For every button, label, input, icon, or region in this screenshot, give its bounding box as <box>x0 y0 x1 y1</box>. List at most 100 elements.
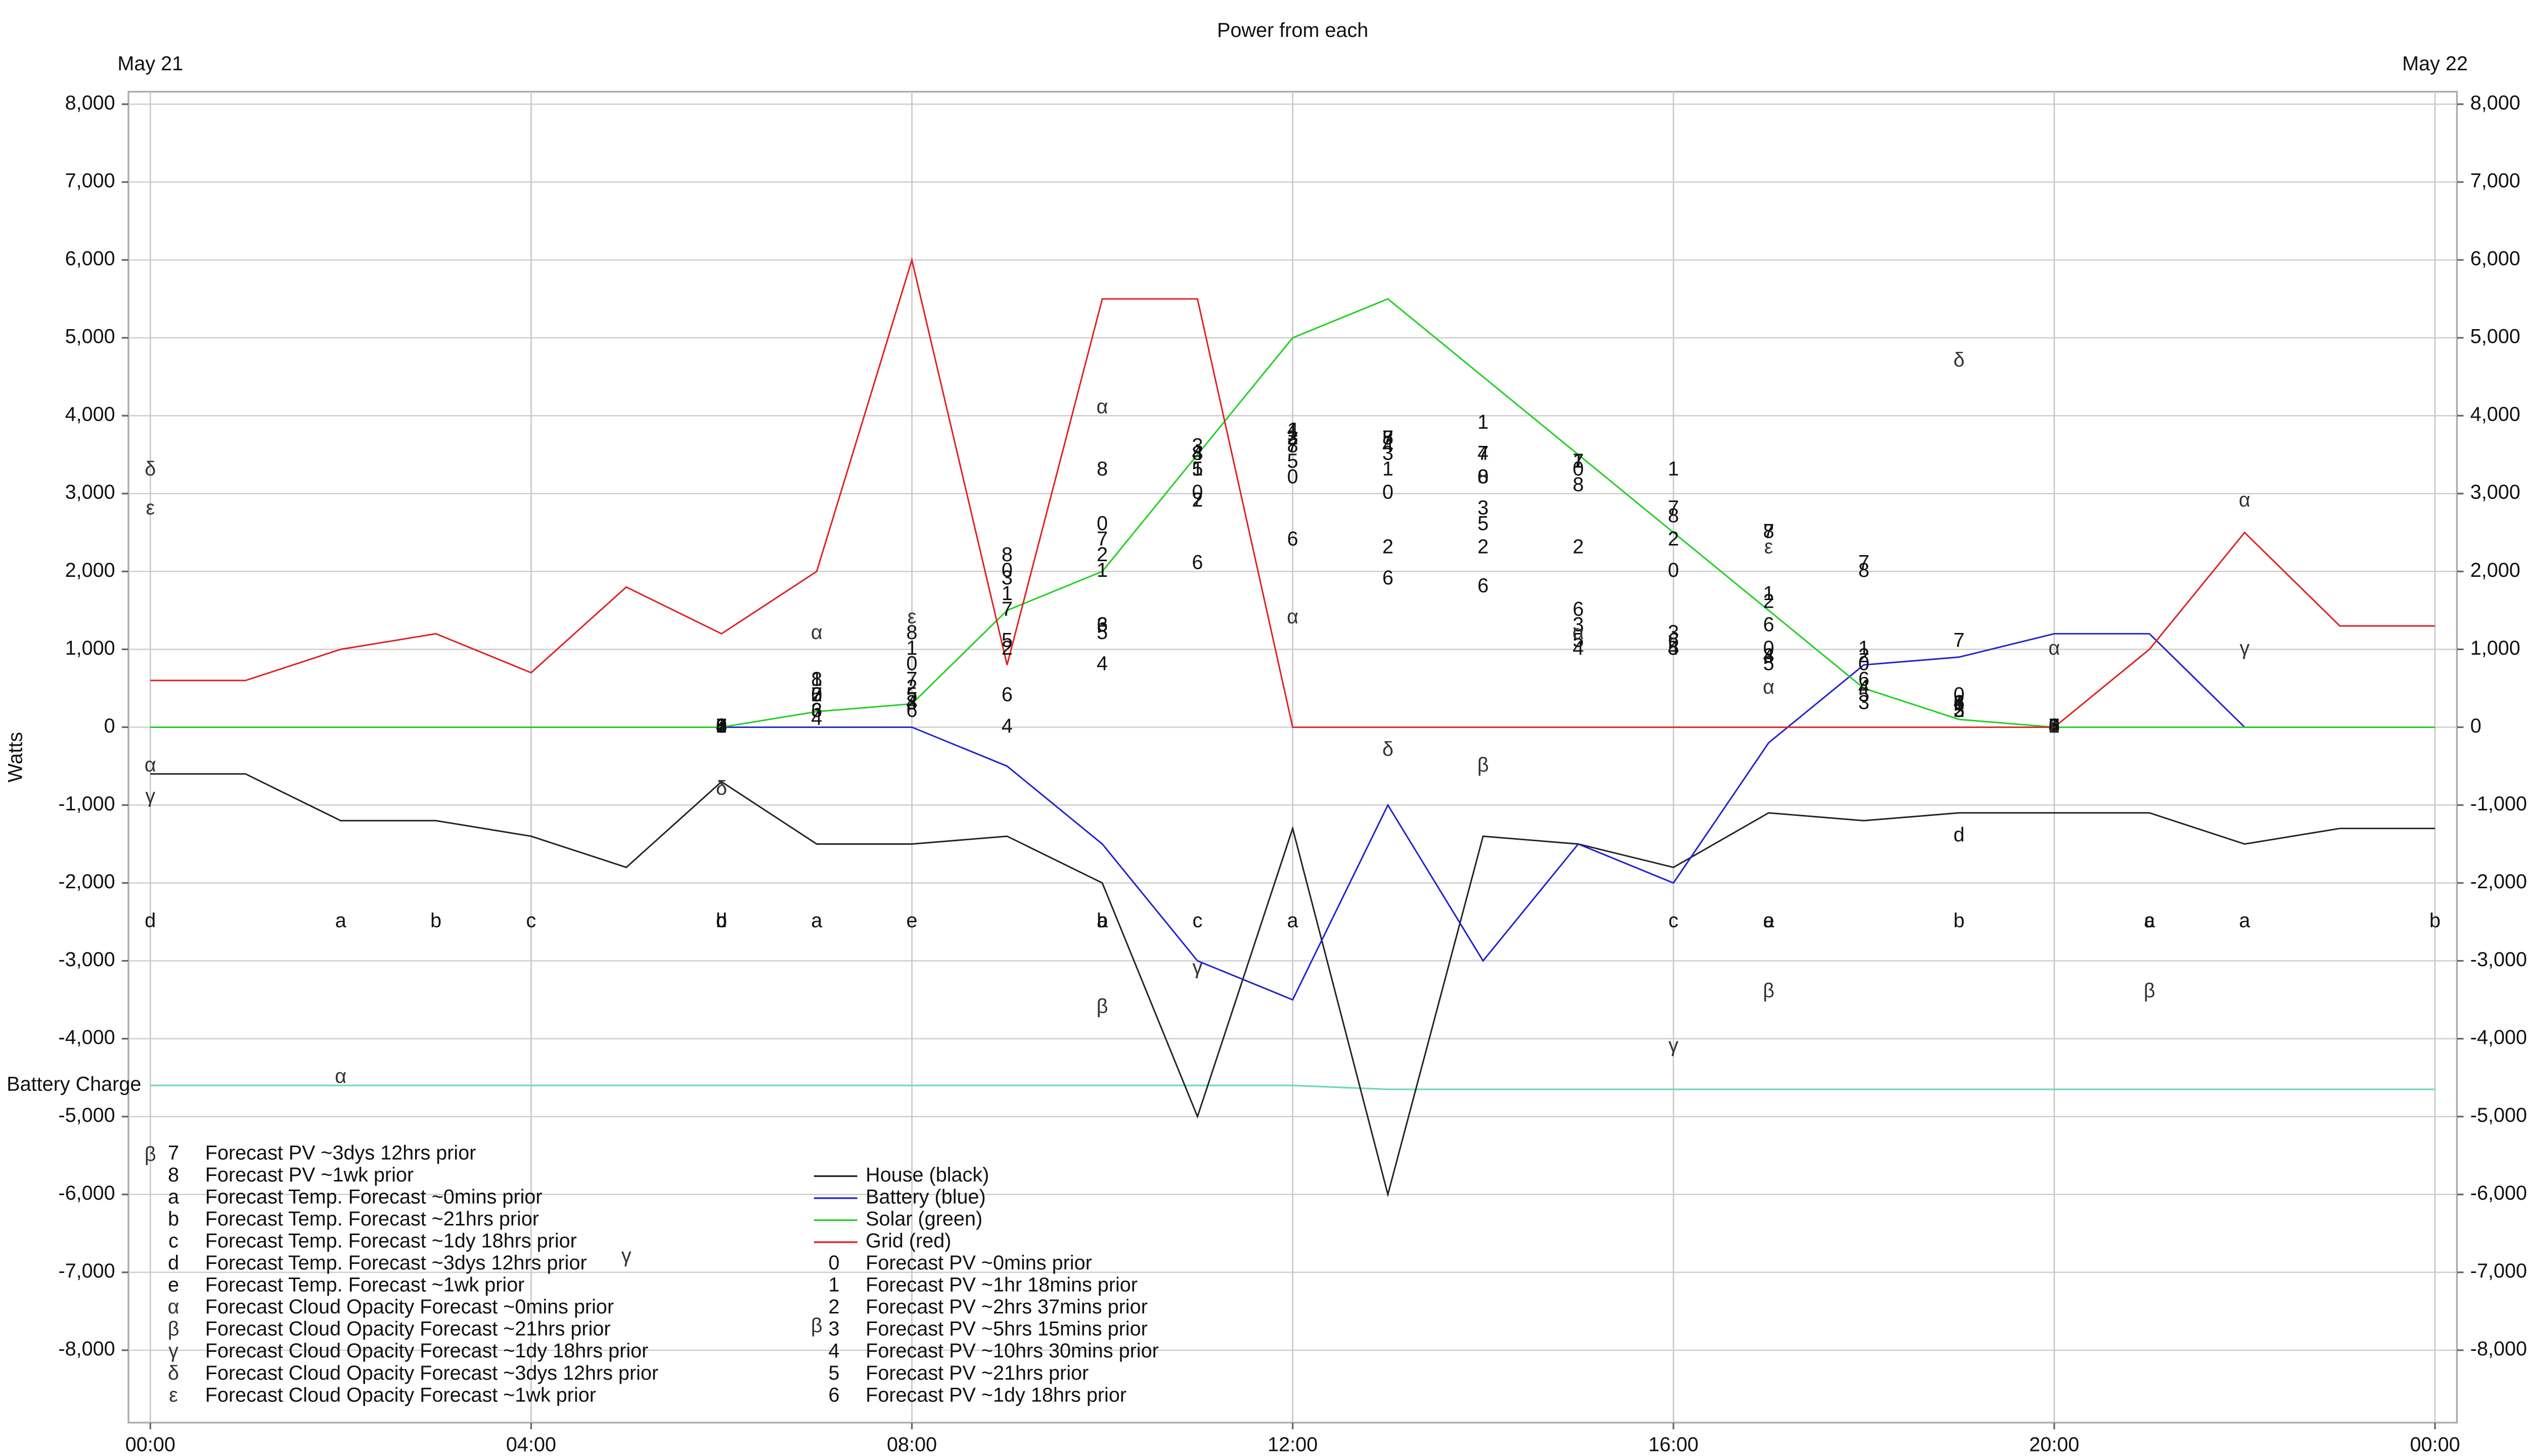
forecast-marker: 0 <box>1573 458 1584 480</box>
forecast-marker: 0 <box>1763 637 1774 659</box>
forecast-marker: 4 <box>1954 692 1965 714</box>
legend-label: Forecast Temp. Forecast ~3dys 12hrs prio… <box>205 1252 587 1274</box>
forecast-marker: c <box>526 909 536 932</box>
forecast-marker: 1 <box>1477 411 1488 433</box>
forecast-marker: 8 <box>1668 505 1679 527</box>
legend-marker: e <box>168 1274 179 1296</box>
forecast-marker: 4 <box>907 692 918 714</box>
legend-marker: d <box>168 1252 179 1274</box>
forecast-marker: 8 <box>907 621 918 644</box>
y-axis-label: Watts <box>4 732 26 783</box>
y2-tick-label: 1,000 <box>2470 637 2520 659</box>
legend-label: Forecast PV ~3dys 12hrs prior <box>205 1142 476 1164</box>
legend-marker: ε <box>169 1384 178 1406</box>
forecast-marker: 3 <box>1477 497 1488 519</box>
forecast-marker: 1 <box>1954 692 1965 714</box>
y-tick-label: 1,000 <box>65 637 115 659</box>
forecast-marker: α <box>811 621 823 644</box>
legend-label: Forecast Cloud Opacity Forecast ~0mins p… <box>205 1296 614 1318</box>
forecast-marker: α <box>1572 621 1584 644</box>
y-tick-label: 6,000 <box>65 248 115 270</box>
legend-label: Forecast PV ~21hrs prior <box>866 1362 1089 1384</box>
forecast-marker: 8 <box>1573 473 1584 495</box>
forecast-marker: 6 <box>1763 614 1774 636</box>
forecast-marker: γ <box>1668 1034 1679 1056</box>
forecast-marker: 4 <box>1097 653 1108 675</box>
forecast-marker: 8 <box>811 668 822 690</box>
forecast-marker: 1 <box>1858 637 1869 659</box>
battery-charge-label: Battery Charge <box>7 1073 141 1095</box>
forecast-marker: 0 <box>2049 715 2060 737</box>
y2-tick-label: -5,000 <box>2470 1104 2527 1126</box>
forecast-marker: 7 <box>1097 528 1108 550</box>
forecast-marker: 3 <box>811 699 822 721</box>
forecast-marker: 3 <box>1097 614 1108 636</box>
forecast-marker: 5 <box>716 715 727 737</box>
forecast-marker: 2 <box>811 684 822 706</box>
forecast-marker: 6 <box>716 715 727 737</box>
forecast-marker: 2 <box>1097 543 1108 566</box>
forecast-marker: 8 <box>1858 559 1869 581</box>
forecast-marker: a <box>1287 909 1299 932</box>
forecast-marker: 6 <box>1002 684 1013 706</box>
forecast-marker: γ <box>2240 637 2250 659</box>
forecast-marker: 0 <box>716 715 727 737</box>
forecast-marker: β <box>1097 995 1108 1017</box>
forecast-marker: 8 <box>1477 466 1488 488</box>
legend-marker: 4 <box>828 1340 839 1362</box>
forecast-marker: 5 <box>1002 629 1013 651</box>
forecast-marker: 2 <box>1573 536 1584 558</box>
forecast-marker: 2 <box>1287 427 1298 449</box>
forecast-marker: 0 <box>1477 466 1488 488</box>
forecast-marker: 0 <box>907 653 918 675</box>
legend: House (black)Battery (blue)Solar (green)… <box>168 1142 1159 1406</box>
forecast-marker: 4 <box>1382 434 1393 457</box>
date-label: May 22 <box>2402 53 2468 75</box>
y2-tick-label: 6,000 <box>2470 248 2520 270</box>
legend-marker: a <box>168 1186 179 1208</box>
forecast-marker: 6 <box>1954 692 1965 714</box>
y2-tick-label: 8,000 <box>2470 92 2520 114</box>
forecast-marker: 5 <box>811 684 822 706</box>
forecast-marker: 5 <box>1097 621 1108 644</box>
forecast-marker: 8 <box>1097 458 1108 480</box>
forecast-marker: 8 <box>1382 427 1393 449</box>
forecast-marker: 6 <box>1287 528 1298 550</box>
forecast-marker: 8 <box>1763 520 1774 542</box>
forecast-marker: d <box>716 909 727 932</box>
y-tick-label: -7,000 <box>58 1260 115 1282</box>
forecast-marker: 1 <box>1763 582 1774 605</box>
legend-label: Forecast Temp. Forecast ~1wk prior <box>205 1274 525 1296</box>
forecast-marker: 6 <box>907 699 918 721</box>
y-tick-label: 3,000 <box>65 481 115 504</box>
forecast-marker: α <box>1287 606 1298 628</box>
forecast-marker: e <box>1763 909 1774 932</box>
forecast-marker: 7 <box>907 668 918 690</box>
legend-label: Forecast PV ~1wk prior <box>205 1164 414 1186</box>
legend-label: Forecast PV ~2hrs 37mins prior <box>866 1296 1148 1318</box>
forecast-marker: 8 <box>716 715 727 737</box>
legend-marker: δ <box>168 1362 179 1384</box>
forecast-marker: δ <box>716 777 727 799</box>
y-tick-label: -3,000 <box>58 948 115 971</box>
series-line <box>150 257 2435 728</box>
y2-tick-label: 7,000 <box>2470 170 2520 192</box>
forecast-marker: 0 <box>811 684 822 706</box>
forecast-marker: 1 <box>1002 582 1013 605</box>
y-tick-label: 2,000 <box>65 559 115 581</box>
forecast-marker: ε <box>908 606 917 628</box>
forecast-marker: 0 <box>1954 684 1965 706</box>
forecast-marker: 1 <box>2049 715 2060 737</box>
y2-tick-label: 5,000 <box>2470 326 2520 348</box>
forecast-marker: 2 <box>1763 590 1774 612</box>
legend-marker: 3 <box>828 1318 839 1340</box>
forecast-marker: 7 <box>1858 551 1869 573</box>
forecast-marker: 2 <box>2049 715 2060 737</box>
forecast-marker: 6 <box>1858 668 1869 690</box>
y-tick-label: -5,000 <box>58 1104 115 1126</box>
forecast-marker: a <box>1097 909 1108 932</box>
forecast-marker: 7 <box>716 715 727 737</box>
legend-label: Forecast Cloud Opacity Forecast ~3dys 12… <box>205 1362 658 1384</box>
forecast-marker: 3 <box>1192 434 1203 457</box>
forecast-marker: 3 <box>2049 715 2060 737</box>
